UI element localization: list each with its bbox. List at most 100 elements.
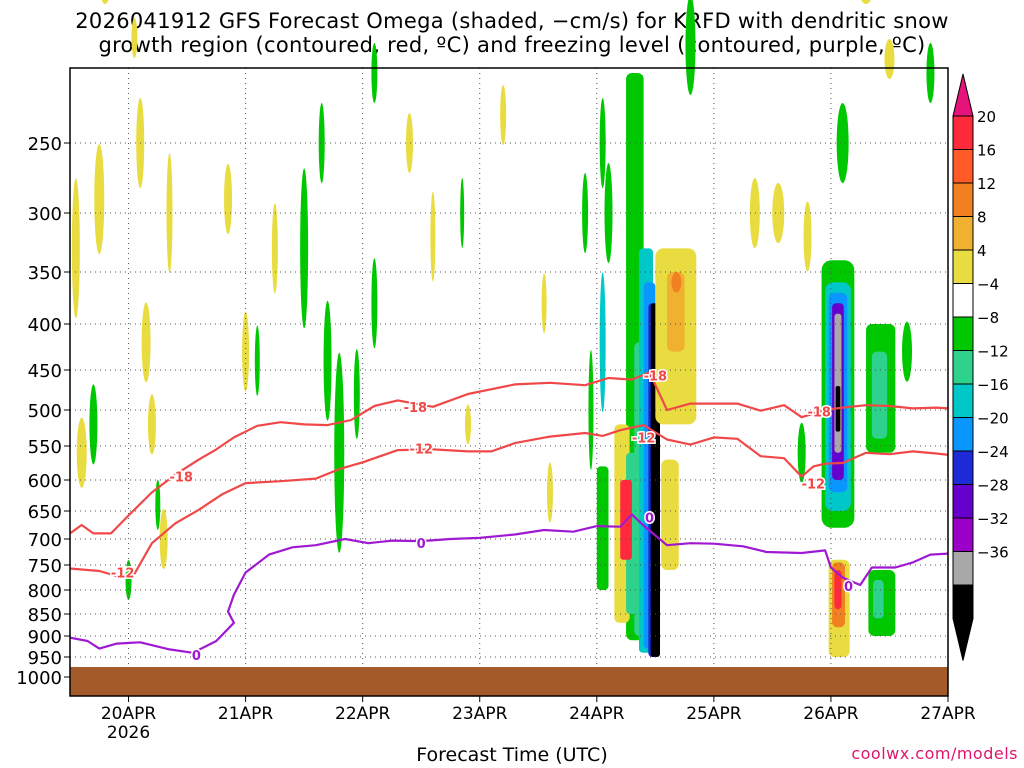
omega-shade-cell	[797, 422, 806, 483]
omega-shade-cell	[599, 272, 606, 413]
axes-layer: 2503003504004505005506006507007508008509…	[16, 67, 976, 743]
omega-shade-cell	[772, 183, 785, 243]
colorbar-swatch	[952, 249, 974, 284]
omega-shade-cell	[76, 417, 87, 488]
site-credit: coolwx.com/models	[851, 744, 1018, 763]
y-tick-label: 300	[28, 204, 62, 225]
contour-line--18	[69, 371, 949, 535]
omega-shade-cell	[242, 311, 250, 392]
contour-label: -18	[169, 471, 193, 486]
omega-shade-cell	[834, 313, 842, 453]
terrain-fill	[70, 667, 948, 696]
contour-line-0	[69, 513, 949, 654]
y-tick-label: 750	[28, 556, 62, 577]
contour-label: 0	[192, 649, 201, 664]
x-tick-label: 23APR	[452, 704, 508, 724]
terrain-layer	[70, 667, 948, 696]
omega-shade-cell	[300, 168, 309, 329]
omega-shade-cell	[254, 325, 260, 396]
omega-shade-cell	[166, 153, 173, 273]
y-tick-label: 600	[28, 471, 62, 492]
x-tick-label: 26APR	[803, 704, 859, 724]
omega-shade-cell	[323, 300, 332, 421]
colorbar-swatch	[952, 584, 974, 619]
omega-shade-cell	[604, 163, 613, 263]
omega-shade-cell	[861, 0, 871, 4]
omega-shade-cell	[147, 394, 156, 455]
colorbar-swatch	[952, 517, 974, 552]
colorbar-swatch	[952, 350, 974, 385]
omega-shade-cell	[101, 0, 109, 4]
omega-shade-cell	[599, 98, 606, 188]
omega-shade-cell	[541, 273, 547, 334]
omega-shade-cell	[884, 39, 895, 79]
omega-shade-cell	[902, 321, 913, 382]
contour-label: -12	[409, 443, 433, 458]
colorbar-swatch	[952, 417, 974, 452]
omega-shade-cell	[834, 570, 842, 610]
colorbar-label: −16	[977, 376, 1009, 394]
colorbar-label: −36	[977, 544, 1009, 562]
contour-label: 0	[645, 512, 654, 527]
y-tick-label: 550	[28, 437, 62, 458]
colorbar-label: −28	[977, 477, 1009, 495]
colorbar-bottom-arrow	[952, 618, 974, 661]
contour-label: 0	[844, 580, 853, 595]
y-tick-label: 250	[28, 134, 62, 155]
omega-shade-cell	[159, 509, 168, 569]
y-tick-label: 400	[28, 315, 62, 336]
plot-frame	[69, 67, 949, 697]
colorbar-label: −20	[977, 410, 1009, 428]
x-axis-label: Forecast Time (UTC)	[416, 744, 608, 766]
omega-shade-cell	[271, 203, 278, 294]
y-tick-label: 650	[28, 502, 62, 523]
contour-label: -12	[802, 478, 826, 493]
omega-shade-cell	[318, 103, 325, 183]
x-tick-label: 21APR	[218, 704, 274, 724]
y-tick-label: 450	[28, 361, 62, 382]
colorbar-label: 4	[977, 242, 987, 260]
omega-shade-cell	[871, 351, 888, 439]
y-tick-label: 900	[28, 627, 62, 648]
omega-shade-cell	[141, 302, 151, 383]
colorbar-swatch	[952, 115, 974, 150]
colorbar-swatch	[952, 551, 974, 586]
y-tick-label: 800	[28, 581, 62, 602]
colorbar-label: 16	[977, 142, 996, 160]
omega-shade-cell	[155, 479, 161, 530]
colorbar-label: −32	[977, 510, 1009, 528]
colorbar-label: −8	[977, 309, 999, 327]
chart-title-line-2: growth region (contoured, red, ºC) and f…	[98, 33, 926, 57]
omega-shade-cell	[671, 272, 682, 293]
colorbar-swatch	[952, 484, 974, 519]
omega-shade-cell	[873, 580, 884, 619]
omega-shade-cell	[89, 384, 98, 465]
contour-line--12	[69, 424, 949, 578]
colorbar: 20 16 12 8 4 −4 −8 −12 −16 −20 −24 −28 −32 −36	[952, 73, 1009, 661]
omega-shade-cell	[224, 164, 233, 234]
omega-shade-cell	[500, 85, 507, 145]
omega-shade-cell	[430, 191, 436, 282]
colorbar-swatch	[952, 216, 974, 251]
colorbar-swatch	[952, 450, 974, 485]
colorbar-label: 20	[977, 108, 996, 126]
x-year-label: 2026	[107, 723, 150, 743]
x-tick-label: 27APR	[920, 704, 976, 724]
omega-shade-cell	[685, 0, 696, 95]
grid-layer	[70, 68, 949, 696]
colorbar-swatch	[952, 316, 974, 351]
omega-shade-cell	[94, 144, 105, 254]
omega-shade-cell	[71, 178, 80, 319]
colorbar-swatch	[952, 182, 974, 217]
colorbar-label: −12	[977, 343, 1009, 361]
omega-shade-cell	[371, 258, 378, 349]
x-tick-label: 24APR	[569, 704, 625, 724]
omega-shade-cell	[749, 178, 760, 248]
y-tick-label: 350	[28, 263, 62, 284]
omega-shade-cell	[465, 404, 472, 445]
y-tick-label: 700	[28, 530, 62, 551]
contour-label: 0	[417, 537, 426, 552]
y-tick-label: 950	[28, 648, 62, 669]
contour-label: -18	[404, 401, 428, 416]
colorbar-label: −24	[977, 443, 1009, 461]
